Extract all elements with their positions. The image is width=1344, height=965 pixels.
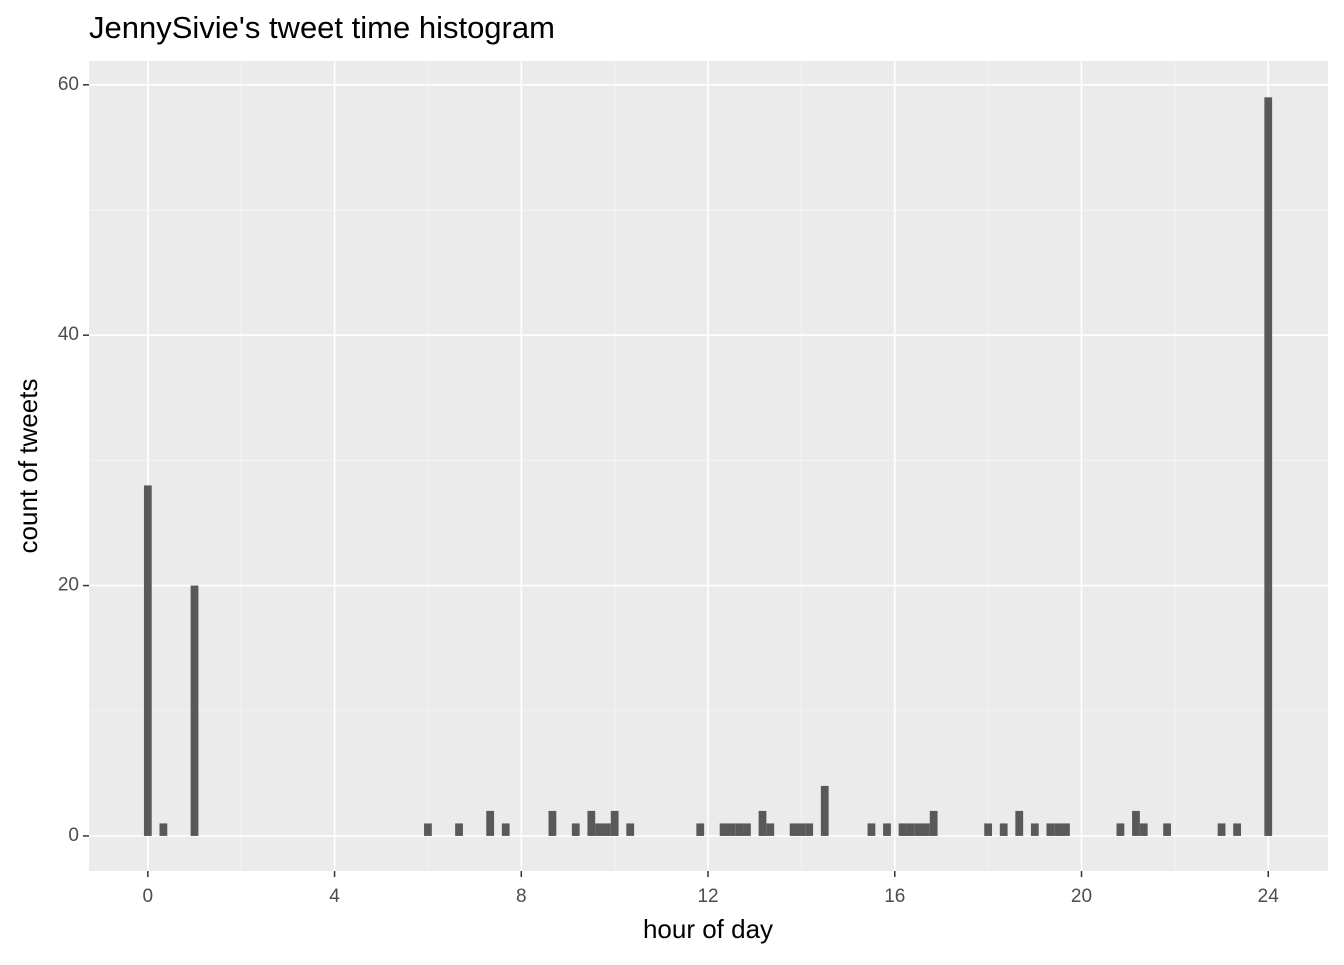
- bar: [696, 823, 705, 836]
- bar: [143, 485, 152, 836]
- bar: [486, 810, 495, 836]
- y-tick-label: 40: [58, 324, 79, 345]
- bar: [898, 823, 907, 836]
- bar: [455, 823, 463, 836]
- bar: [1030, 823, 1039, 836]
- bar: [571, 823, 580, 836]
- x-tick-label: 4: [329, 886, 340, 907]
- bar: [1233, 823, 1242, 836]
- x-tick-label: 0: [143, 886, 154, 907]
- bar: [595, 823, 603, 836]
- bar: [1264, 97, 1273, 836]
- x-tick-label: 20: [1071, 886, 1092, 907]
- bar: [719, 823, 728, 836]
- y-tick-label: 20: [58, 575, 79, 596]
- bar: [1139, 823, 1148, 836]
- bar: [735, 823, 744, 836]
- bar: [906, 823, 915, 836]
- bar: [1163, 823, 1171, 836]
- bar: [922, 823, 930, 836]
- y-axis-label: count of tweets: [13, 379, 43, 554]
- bar: [1046, 823, 1055, 836]
- x-tick-label: 16: [884, 886, 905, 907]
- bar: [424, 823, 432, 836]
- bar: [1054, 823, 1063, 836]
- y-tick-label: 0: [68, 825, 79, 846]
- bar: [797, 823, 806, 836]
- bar: [1217, 823, 1226, 836]
- bar: [758, 810, 767, 836]
- bar: [190, 585, 199, 836]
- bar: [743, 823, 751, 836]
- bar: [610, 810, 619, 836]
- bar: [766, 823, 775, 836]
- bar: [999, 823, 1008, 836]
- bar: [867, 823, 876, 836]
- bar: [789, 823, 798, 836]
- bar: [929, 810, 938, 836]
- bar: [914, 823, 923, 836]
- bar: [159, 823, 168, 836]
- bar: [883, 823, 891, 836]
- bar: [727, 823, 736, 836]
- bar: [1116, 823, 1125, 836]
- y-tick-label: 60: [58, 74, 79, 95]
- bar: [1015, 810, 1024, 836]
- bar: [1132, 810, 1140, 836]
- bar: [548, 810, 557, 836]
- bar: [820, 785, 829, 836]
- x-tick-label: 24: [1258, 886, 1280, 907]
- x-tick-label: 12: [697, 886, 718, 907]
- bar: [602, 823, 611, 836]
- bar: [587, 810, 596, 836]
- bar: [984, 823, 993, 836]
- bar: [501, 823, 510, 836]
- bar: [805, 823, 814, 836]
- x-axis-label: hour of day: [643, 914, 773, 944]
- chart-title: JennySivie's tweet time histogram: [89, 10, 555, 45]
- x-tick-label: 8: [516, 886, 527, 907]
- bar: [1062, 823, 1070, 836]
- bar: [626, 823, 635, 836]
